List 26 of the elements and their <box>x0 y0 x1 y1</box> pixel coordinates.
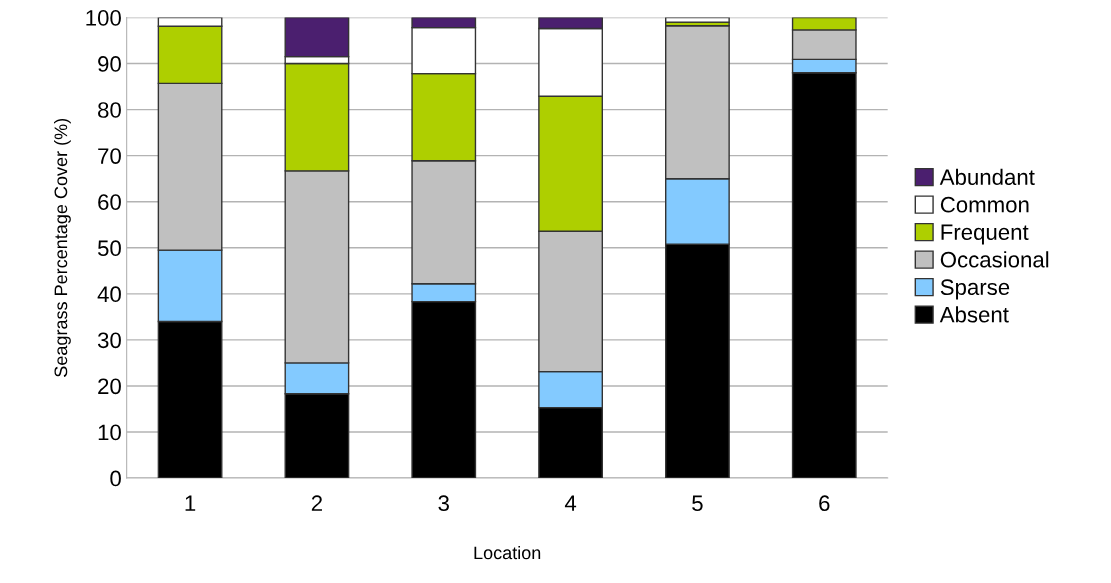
y-tick-label: 80 <box>98 102 121 118</box>
legend-label: Abundant <box>939 168 1035 186</box>
x-tick-label: 2 <box>311 495 322 511</box>
bar <box>665 17 730 23</box>
y-tick-label: 10 <box>98 424 121 441</box>
x-tick-label: 6 <box>819 495 830 512</box>
legend-label: Frequent <box>941 224 1029 245</box>
y-axis-title: Seagrass Percentage Cover (%) <box>54 118 71 377</box>
y-tick-label: 30 <box>97 332 121 349</box>
y-tick-label: 50 <box>97 240 121 257</box>
legend-label: Absent <box>939 306 1009 323</box>
x-tick-label: 5 <box>692 495 703 512</box>
y-tick-label: 0 <box>110 470 121 487</box>
legend-label: Common <box>940 196 1029 213</box>
y-tick-label: 100 <box>86 10 121 26</box>
legend-label: Occasional <box>940 251 1049 268</box>
legend-label: Sparse <box>940 279 1010 300</box>
y-tick-label: 20 <box>98 378 121 395</box>
x-tick-label: 3 <box>438 495 449 512</box>
y-tick-label: 90 <box>98 56 121 72</box>
x-tick-label: 4 <box>564 495 577 511</box>
y-tick-label: 60 <box>98 194 121 210</box>
x-tick-label: 1 <box>185 495 196 511</box>
y-tick-label: 70 <box>98 148 121 164</box>
y-tick-label: 40 <box>97 286 121 303</box>
x-axis-title: Location <box>474 546 541 560</box>
